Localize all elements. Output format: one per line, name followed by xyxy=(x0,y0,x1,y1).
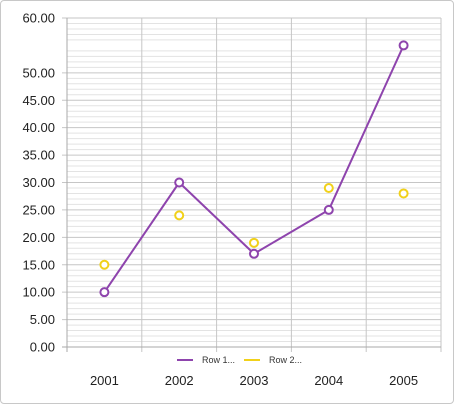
series-1 xyxy=(99,40,409,298)
x-tick-label: 2005 xyxy=(389,373,418,388)
series-layer xyxy=(99,40,409,298)
legend-label: Row 1... xyxy=(202,355,235,365)
data-point xyxy=(174,177,185,188)
vertical-gridlines xyxy=(66,18,442,352)
y-tick-label: 10.00 xyxy=(22,285,55,300)
data-point xyxy=(174,210,185,221)
data-point xyxy=(398,40,409,51)
y-tick-label: 45.00 xyxy=(22,93,55,108)
y-tick-label: 15.00 xyxy=(22,257,55,272)
data-point xyxy=(99,287,110,298)
axes xyxy=(62,18,441,352)
data-point xyxy=(249,248,259,259)
y-tick-label: 40.00 xyxy=(22,120,55,135)
data-point xyxy=(249,237,259,248)
y-tick-label: 30.00 xyxy=(22,175,55,190)
y-tick-label: 35.00 xyxy=(22,148,55,163)
y-axis-ticks: 0.00 5.00 10.00 15.00 20.00 25.00 30.00 35.00 40… xyxy=(22,11,55,355)
x-tick-label: 2004 xyxy=(314,373,343,388)
x-axis-ticks: 2001 2002 2003 2004 2005 xyxy=(90,373,418,388)
major-gridlines xyxy=(62,17,441,348)
series-2 xyxy=(99,182,409,270)
y-tick-label: 0.00 xyxy=(30,340,55,355)
legend-item: Row 1... xyxy=(177,355,235,365)
y-tick-label: 50.00 xyxy=(22,65,55,80)
data-point xyxy=(398,188,409,199)
x-tick-label: 2002 xyxy=(165,373,194,388)
x-tick-label: 2001 xyxy=(90,373,119,388)
data-point xyxy=(99,259,110,270)
minor-gridlines xyxy=(67,22,441,343)
legend: Row 1... Row 2... xyxy=(177,355,302,365)
data-point xyxy=(323,204,334,215)
y-tick-label: 20.00 xyxy=(22,230,55,245)
x-tick-label: 2003 xyxy=(240,373,269,388)
legend-label: Row 2... xyxy=(269,355,302,365)
y-tick-label: 60.00 xyxy=(22,11,55,26)
y-tick-label: 25.00 xyxy=(22,202,55,217)
legend-item: Row 2... xyxy=(244,355,302,365)
y-tick-label: 5.00 xyxy=(30,312,55,327)
data-point xyxy=(323,182,334,193)
